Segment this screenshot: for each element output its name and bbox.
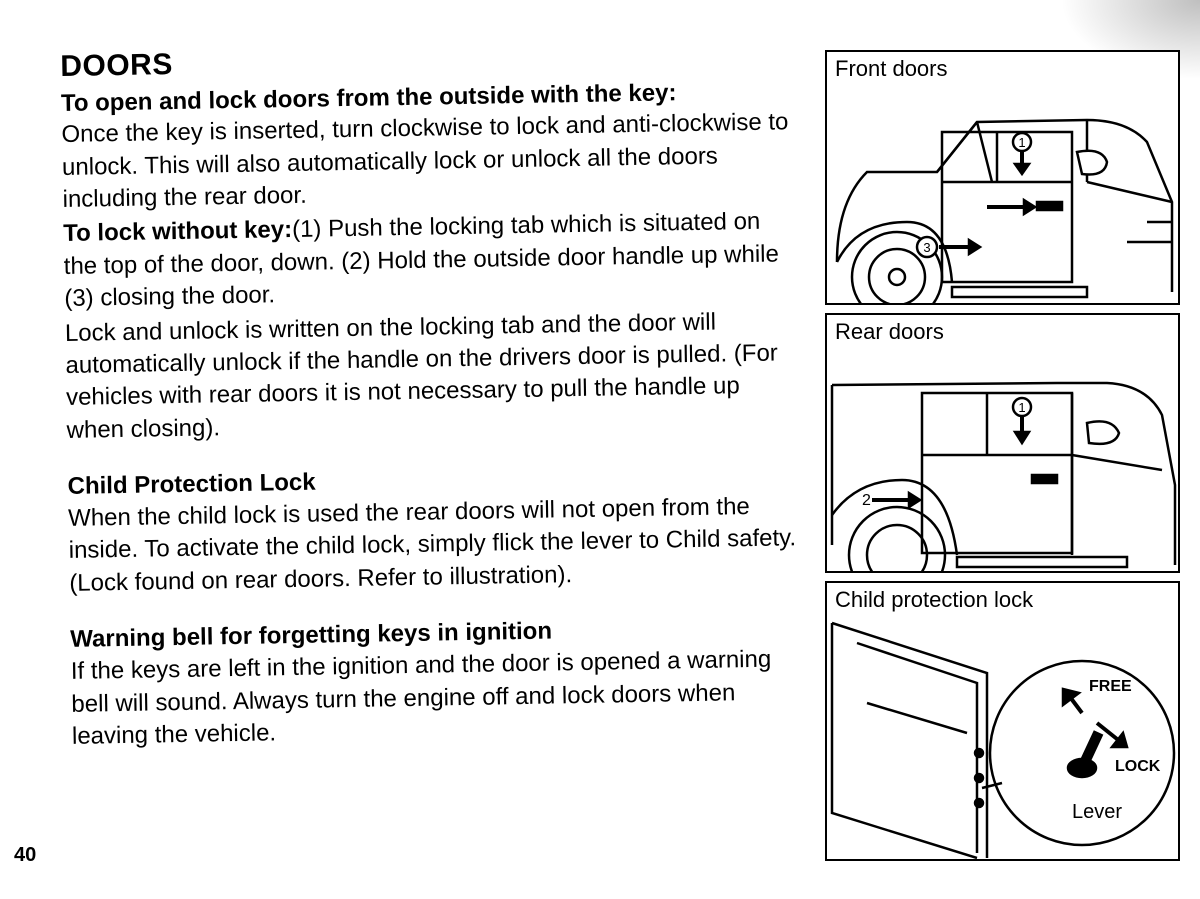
page-number: 40 [14,844,36,867]
child-lock-illustration: FREE LOCK Lever [827,613,1177,861]
section2-body2: Lock and unlock is written on the lockin… [65,305,802,447]
rear-doors-illustration: 1 2 [827,345,1177,573]
manual-page: DOORS To open and lock doors from the ou… [0,0,1200,899]
figure-rear-doors: Rear doors [825,313,1180,573]
figure-column: Front doors [825,50,1180,879]
lock-label: LOCK [1115,758,1161,775]
lever-label: Lever [1072,801,1122,823]
section2-para: To lock without key:(1) Push the locking… [63,206,800,316]
front-doors-illustration: 1 3 [827,82,1177,305]
figure1-label: Front doors [827,52,1178,82]
section1-body: Once the key is inserted, turn clockwise… [61,106,798,216]
svg-text:1: 1 [1018,135,1025,150]
figure2-label: Rear doors [827,315,1178,345]
section3-body: When the child lock is used the rear doo… [68,490,805,600]
svg-text:2: 2 [862,492,871,509]
free-label: FREE [1089,678,1132,695]
section4-body: If the keys are left in the ignition and… [71,643,808,753]
section4: Warning bell for forgetting keys in igni… [70,613,807,753]
figure3-label: Child protection lock [827,583,1178,613]
figure-front-doors: Front doors [825,50,1180,305]
section2-lead: To lock without key: [63,216,292,247]
svg-text:1: 1 [1018,400,1025,415]
figure-child-lock: Child protection lock [825,581,1180,861]
section3: Child Protection Lock When the child loc… [67,460,804,600]
svg-text:3: 3 [923,240,930,255]
text-column: DOORS To open and lock doors from the ou… [60,37,839,879]
